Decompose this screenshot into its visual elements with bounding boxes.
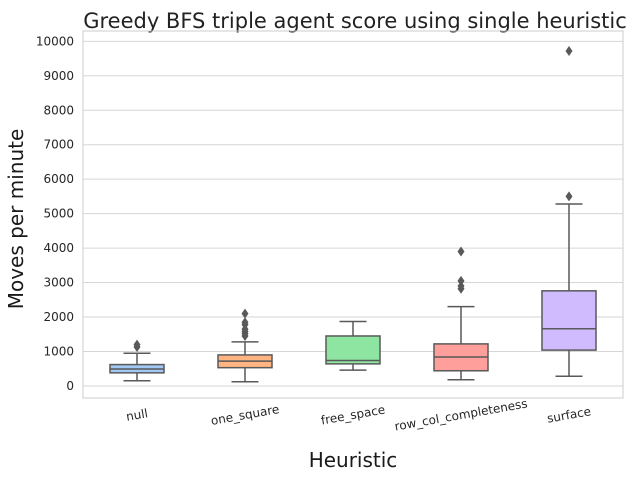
- y-tick-labels: 0 1000 2000 3000 4000 5000 6000 7000 8000 9000 100…: [36, 34, 74, 393]
- y-tick-label-7000: 7000: [43, 138, 74, 152]
- box-null: [109, 339, 165, 382]
- iqr-box: [541, 290, 597, 351]
- outlier-point: [565, 191, 573, 202]
- outlier-point: [565, 45, 573, 56]
- y-axis-title: Moves per minute: [4, 129, 28, 310]
- box-row_col_completeness: [433, 246, 489, 381]
- outlier-point: [457, 275, 465, 286]
- boxes: [109, 45, 597, 383]
- x-tick-label-free_space: free_space: [320, 402, 386, 427]
- chart-title: Greedy BFS triple agent score using sing…: [83, 9, 627, 33]
- outlier-point: [133, 339, 141, 350]
- outlier-point: [241, 317, 249, 328]
- iqr-box: [325, 335, 381, 365]
- x-tick-labels: null one_square free_space row_col_complete…: [125, 396, 592, 433]
- y-tick-label-3000: 3000: [43, 276, 74, 290]
- y-tick-label-9000: 9000: [43, 69, 74, 83]
- y-tick-label-5000: 5000: [43, 207, 74, 221]
- outlier-point: [457, 281, 465, 292]
- box-surface: [541, 45, 597, 378]
- x-axis-title: Heuristic: [309, 448, 398, 472]
- y-tick-label-8000: 8000: [43, 103, 74, 117]
- y-tick-label-1000: 1000: [43, 344, 74, 358]
- y-tick-label-10000: 10000: [36, 34, 74, 48]
- outlier-point: [457, 246, 465, 257]
- y-tick-label-0: 0: [66, 379, 74, 393]
- y-tick-label-6000: 6000: [43, 172, 74, 186]
- x-tick-label-surface: surface: [546, 404, 592, 425]
- outlier-point: [241, 308, 249, 319]
- x-tick-label-null: null: [125, 406, 149, 424]
- y-tick-label-4000: 4000: [43, 241, 74, 255]
- y-tick-label-2000: 2000: [43, 310, 74, 324]
- box-free_space: [325, 320, 381, 371]
- plot-frame: [82, 30, 624, 399]
- x-tick-label-one_square: one_square: [210, 402, 281, 428]
- x-tick-label-row_col_completeness: row_col_completeness: [393, 396, 528, 433]
- box-one_square: [217, 308, 273, 383]
